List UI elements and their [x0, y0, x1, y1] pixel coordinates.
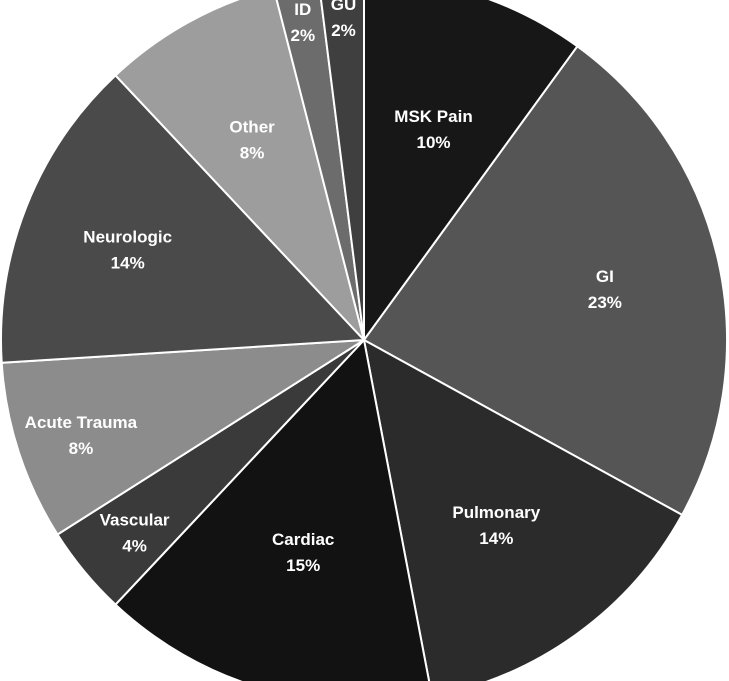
slice-value-neurologic: 14%	[111, 254, 145, 273]
slice-label-gi: GI	[596, 267, 614, 286]
pie-slice-id	[275, 0, 365, 341]
slice-value-gi: 23%	[588, 293, 622, 312]
pie-slice-gu	[320, 0, 365, 341]
slice-label-acute-trauma: Acute Trauma	[25, 413, 138, 432]
pie-slice-pulmonary	[362, 338, 684, 681]
slice-value-pulmonary: 14%	[479, 529, 513, 548]
pie-labels: MSK Pain 10% GI 23% Pulmonary 14% Cardiac 15% Va…	[25, 0, 622, 575]
slice-label-gu: GU	[331, 0, 357, 14]
pie-slice-cardiac	[114, 337, 431, 681]
slice-value-gu: 2%	[331, 21, 356, 40]
slice-value-msk-pain: 10%	[416, 133, 450, 152]
slice-value-acute-trauma: 8%	[69, 439, 94, 458]
slice-label-id: ID	[294, 0, 311, 19]
pie-slice-msk-pain	[363, 0, 579, 344]
slice-label-vascular: Vascular	[100, 511, 170, 530]
pie-slice-other	[114, 0, 365, 341]
slice-label-pulmonary: Pulmonary	[452, 503, 540, 522]
slice-label-other: Other	[229, 117, 275, 136]
slice-value-other: 8%	[240, 143, 265, 162]
pie-slice-gi	[362, 44, 728, 517]
slice-value-id: 2%	[291, 26, 316, 45]
pie-slice-neurologic	[0, 73, 367, 364]
slice-label-msk-pain: MSK Pain	[394, 107, 472, 126]
slice-value-cardiac: 15%	[286, 556, 320, 575]
slice-value-vascular: 4%	[122, 537, 147, 556]
slice-label-neurologic: Neurologic	[83, 228, 172, 247]
pie-slice-acute-trauma	[0, 339, 365, 536]
slice-label-cardiac: Cardiac	[272, 530, 334, 549]
